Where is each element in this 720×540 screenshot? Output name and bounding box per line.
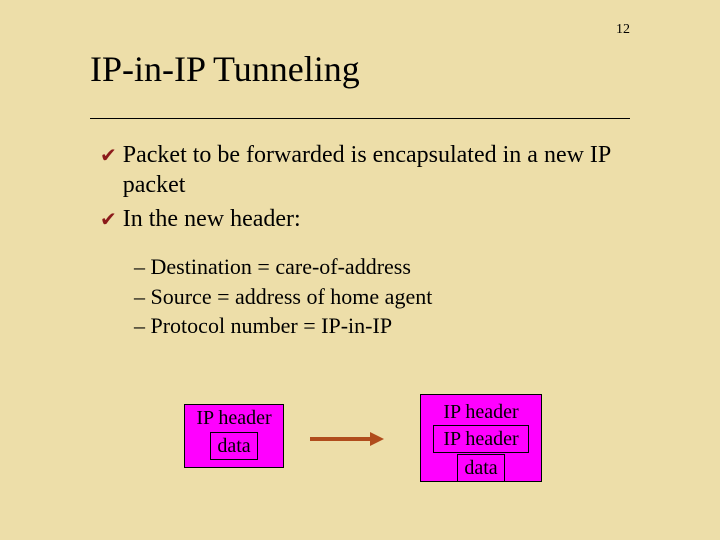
check-icon: ✔	[100, 208, 117, 233]
packet-encapsulated: IP header IP header data	[420, 394, 542, 482]
ip-header-label: IP header	[185, 405, 283, 431]
outer-ip-header-label: IP header	[421, 399, 541, 425]
sub-bullet-item: – Protocol number = IP-in-IP	[134, 311, 640, 341]
arrow-icon	[310, 430, 390, 450]
bullet-item: ✔ Packet to be forwarded is encapsulated…	[100, 140, 640, 200]
bullet-text: In the new header:	[123, 204, 301, 234]
sub-bullet-list: – Destination = care-of-address – Source…	[134, 252, 640, 341]
title-divider	[90, 118, 630, 119]
content-area: ✔ Packet to be forwarded is encapsulated…	[100, 140, 640, 341]
bullet-text: Packet to be forwarded is encapsulated i…	[123, 140, 640, 200]
packet-original: IP header data	[184, 404, 284, 468]
data-label: data	[210, 432, 258, 460]
slide-title: IP-in-IP Tunneling	[90, 48, 360, 90]
inner-ip-header-label: IP header	[433, 425, 529, 453]
data-label: data	[457, 454, 505, 482]
sub-bullet-item: – Destination = care-of-address	[134, 252, 640, 282]
sub-bullet-item: – Source = address of home agent	[134, 282, 640, 312]
bullet-item: ✔ In the new header:	[100, 204, 640, 234]
page-number: 12	[616, 22, 630, 38]
diagram: IP header data IP header IP header data	[0, 404, 720, 524]
check-icon: ✔	[100, 144, 117, 169]
